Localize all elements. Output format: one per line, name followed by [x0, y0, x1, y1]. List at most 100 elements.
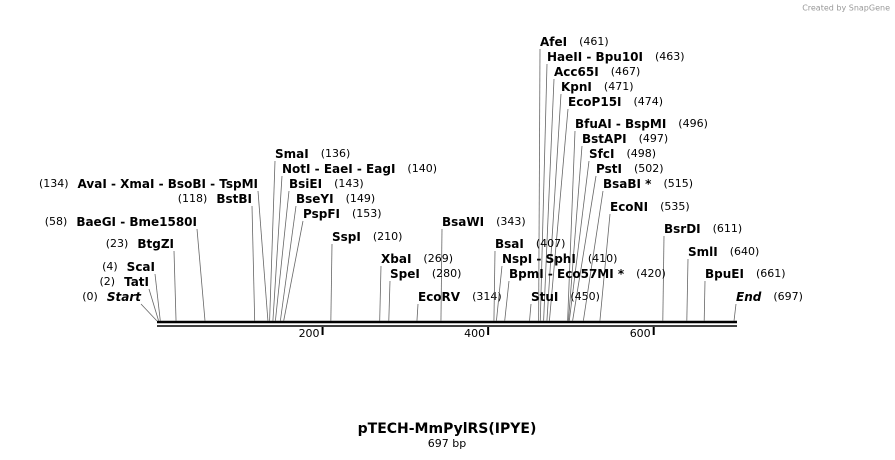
enzyme-name: SspI [332, 230, 361, 244]
site-label: PspFI (153) [303, 207, 382, 221]
site-line [733, 303, 737, 322]
tick-label: 200 [299, 327, 320, 340]
enzyme-name: HaeII - Bpu10I [547, 50, 643, 64]
site-line [416, 303, 419, 322]
enzyme-name: BtgZI [137, 237, 174, 251]
site-label: KpnI (471) [561, 80, 634, 94]
enzyme-name: End [736, 290, 762, 304]
site-label: SspI (210) [332, 230, 402, 244]
site-position: (661) [756, 267, 786, 280]
site-line [548, 108, 569, 322]
site-line [440, 228, 443, 322]
site-label: NspI - SphI (410) [502, 252, 617, 266]
enzyme-name: AfeI [540, 35, 567, 49]
site-position: (463) [655, 50, 685, 63]
enzyme-name: StuI [531, 290, 558, 304]
site-line [274, 190, 290, 322]
site-line [529, 303, 532, 322]
site-label: BsaI (407) [495, 237, 565, 251]
site-line [269, 160, 276, 322]
site-label: EcoRV (314) [418, 290, 502, 304]
site-position: (118) [178, 192, 208, 205]
site-label: NotI - EaeI - EagI (140) [282, 162, 437, 176]
site-label: SmlI (640) [688, 245, 759, 259]
site-line [330, 243, 333, 322]
site-position: (611) [713, 222, 743, 235]
site-label: (134) AvaI - XmaI - BsoBI - TspMI [39, 177, 258, 191]
site-position: (136) [321, 147, 351, 160]
site-label: SfcI (498) [589, 147, 656, 161]
site-position: (498) [626, 147, 656, 160]
site-position: (640) [730, 245, 760, 258]
enzyme-name: EcoP15I [568, 95, 622, 109]
site-position: (407) [536, 237, 566, 250]
enzyme-name: EcoNI [610, 200, 648, 214]
site-label: PstI (502) [596, 162, 664, 176]
enzyme-name: BsrDI [664, 222, 701, 236]
enzyme-name: BfuAI - BspMI [575, 117, 666, 131]
site-position: (0) [82, 290, 98, 303]
title: pTECH-MmPylRS(IPYE) [358, 421, 537, 437]
site-label: BpmI - Eco57MI * (420) [509, 267, 666, 281]
site-position: (314) [472, 290, 502, 303]
site-line [257, 190, 269, 322]
site-label: (23) BtgZI [106, 237, 174, 251]
enzyme-name: PspFI [303, 207, 340, 221]
enzyme-name: BaeGI - Bme1580I [76, 215, 197, 229]
site-line [140, 303, 158, 322]
site-label: (118) BstBI [178, 192, 252, 206]
site-label: BpuEI (661) [705, 267, 786, 281]
site-label: AfeI (461) [540, 35, 609, 49]
tick-label: 400 [464, 327, 485, 340]
site-position: (461) [579, 35, 609, 48]
site-label: (4) ScaI [102, 260, 155, 274]
site-position: (410) [588, 252, 618, 265]
site-line [496, 265, 503, 322]
site-position: (269) [423, 252, 453, 265]
site-line [567, 130, 576, 322]
site-line [538, 48, 541, 322]
site-label: End (697) [736, 290, 803, 304]
site-position: (4) [102, 260, 118, 273]
enzyme-name: BseYI [296, 192, 334, 206]
site-label: (0) Start [82, 290, 142, 304]
site-label: EcoNI (535) [610, 200, 690, 214]
enzyme-name: BsaI [495, 237, 524, 251]
site-label: StuI (450) [531, 290, 600, 304]
site-label: EcoP15I (474) [568, 95, 663, 109]
enzyme-name: NspI - SphI [502, 252, 576, 266]
enzyme-name: ScaI [127, 260, 155, 274]
site-label: (2) TatI [99, 275, 149, 289]
site-line [272, 175, 283, 322]
site-position: (697) [773, 290, 803, 303]
site-position: (497) [639, 132, 669, 145]
site-position: (58) [45, 215, 68, 228]
site-line [568, 145, 583, 322]
site-label: BstAPI (497) [582, 132, 668, 146]
enzyme-name: SmlI [688, 245, 718, 259]
enzyme-name: SpeI [390, 267, 420, 281]
site-position: (143) [334, 177, 364, 190]
site-line [173, 250, 177, 322]
site-position: (280) [432, 267, 462, 280]
enzyme-name: BpuEI [705, 267, 744, 281]
site-position: (535) [660, 200, 690, 213]
site-label: SpeI (280) [390, 267, 461, 281]
site-line [493, 250, 496, 322]
site-line [251, 205, 256, 322]
enzyme-name: BpmI - Eco57MI * [509, 267, 625, 281]
enzyme-name: EcoRV [418, 290, 461, 304]
watermark: Created by SnapGene [802, 4, 890, 13]
site-position: (420) [636, 267, 666, 280]
site-label: (58) BaeGI - Bme1580I [45, 215, 197, 229]
enzyme-name: SfcI [589, 147, 614, 161]
site-position: (496) [678, 117, 708, 130]
site-line [539, 63, 548, 322]
site-line [504, 280, 510, 322]
site-label: HaeII - Bpu10I (463) [547, 50, 685, 64]
site-line [379, 265, 382, 322]
enzyme-name: TatI [124, 275, 149, 289]
enzyme-name: BsaWI [442, 215, 484, 229]
site-label: BsaWI (343) [442, 215, 526, 229]
